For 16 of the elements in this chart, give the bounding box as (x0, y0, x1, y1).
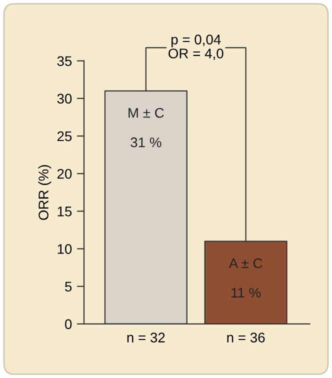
x-tick-label: n = 36 (227, 332, 265, 342)
y-tick-label: 35 (57, 56, 72, 66)
y-tick-label: 10 (58, 244, 72, 254)
y-tick-label: 15 (58, 206, 72, 216)
y-tick-label: 30 (57, 94, 72, 104)
text: p = 0,04 OR = 4,0 (168, 34, 224, 60)
x-tick-label: n = 32 (127, 332, 165, 342)
data-label: 31 % (130, 137, 162, 148)
annotation: A ± C (228, 258, 262, 268)
annotation: M ± C (128, 108, 164, 118)
y-axis-title: ORR (%) (38, 165, 52, 220)
data-label: 11 % (232, 288, 261, 298)
y-tick-label: 0 (65, 319, 72, 330)
y-tick-label: 20 (57, 168, 72, 179)
y-tick-label: 25 (57, 131, 72, 142)
y-tick-label: 5 (65, 282, 72, 292)
